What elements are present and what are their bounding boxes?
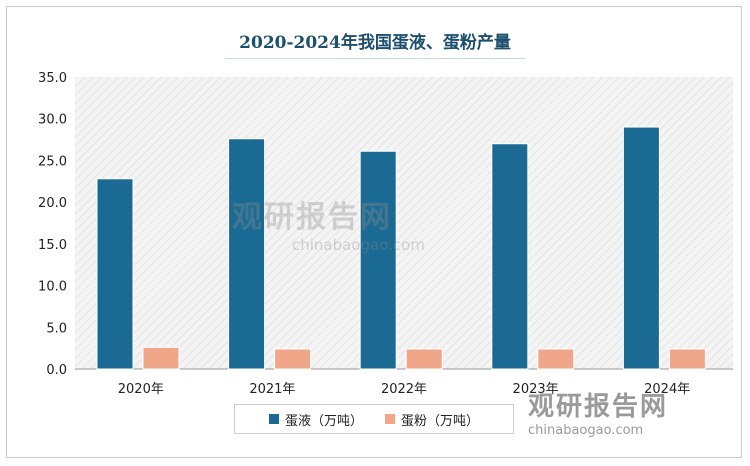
watermark-logo-brand: 观研报告网 — [528, 392, 669, 422]
y-tick-label: 35.0 — [38, 71, 67, 86]
x-tick-label: 2024年 — [644, 382, 690, 397]
bar-egg-liquid — [491, 143, 529, 370]
bar-egg-liquid — [96, 178, 134, 370]
x-tick-label: 2020年 — [118, 382, 164, 397]
y-tick-label: 20.0 — [38, 196, 67, 211]
bars-group — [96, 126, 706, 370]
bar-egg-powder — [668, 348, 706, 370]
bar-egg-powder — [142, 346, 180, 370]
legend-swatch-egg-powder — [385, 414, 395, 424]
x-tick-label: 2022年 — [381, 382, 427, 397]
y-tick-label: 10.0 — [38, 280, 67, 295]
bar-egg-liquid — [622, 126, 660, 370]
legend-item-egg-powder: 蛋粉（万吨） — [385, 410, 479, 429]
title-underline — [225, 58, 525, 59]
watermark-brand: 观研报告网 — [232, 200, 392, 235]
watermark-logo-site: chinabaogao.com — [528, 423, 644, 438]
legend-label-egg-liquid: 蛋液（万吨） — [284, 413, 363, 429]
x-tick-label: 2021年 — [249, 382, 295, 397]
legend: 蛋液（万吨） 蛋粉（万吨） — [234, 404, 514, 434]
legend-item-egg-liquid: 蛋液（万吨） — [268, 410, 363, 429]
bar-egg-liquid — [228, 138, 266, 370]
y-tick-label: 15.0 — [38, 238, 67, 253]
bar-egg-powder — [405, 348, 443, 370]
watermark-logo: 观研报告网 chinabaogao.com — [528, 386, 668, 438]
y-tick-label: 25.0 — [38, 154, 67, 169]
bar-egg-powder — [537, 348, 575, 370]
legend-label-egg-powder: 蛋粉（万吨） — [401, 413, 480, 429]
y-tick-label: 30.0 — [38, 113, 67, 128]
y-tick-label: 5.0 — [46, 321, 67, 336]
x-tick-labels: 2020年 2021年 2022年 2023年 2024年 — [118, 382, 690, 397]
bar-egg-powder — [274, 348, 312, 370]
x-tick-label: 2023年 — [513, 382, 559, 397]
y-tick-label: 0.0 — [46, 363, 67, 378]
legend-swatch-egg-liquid — [268, 414, 279, 424]
watermark-center: 观研报告网 chinabaogao.com — [232, 192, 425, 254]
watermark-site: chinabaogao.com — [292, 236, 425, 254]
y-tick-labels: 0.0 5.0 10.0 15.0 20.0 25.0 30.0 35.0 — [38, 71, 67, 378]
bar-egg-liquid — [359, 150, 397, 370]
chart-title: 2020-2024年我国蛋液、蛋粉产量 — [239, 33, 511, 53]
